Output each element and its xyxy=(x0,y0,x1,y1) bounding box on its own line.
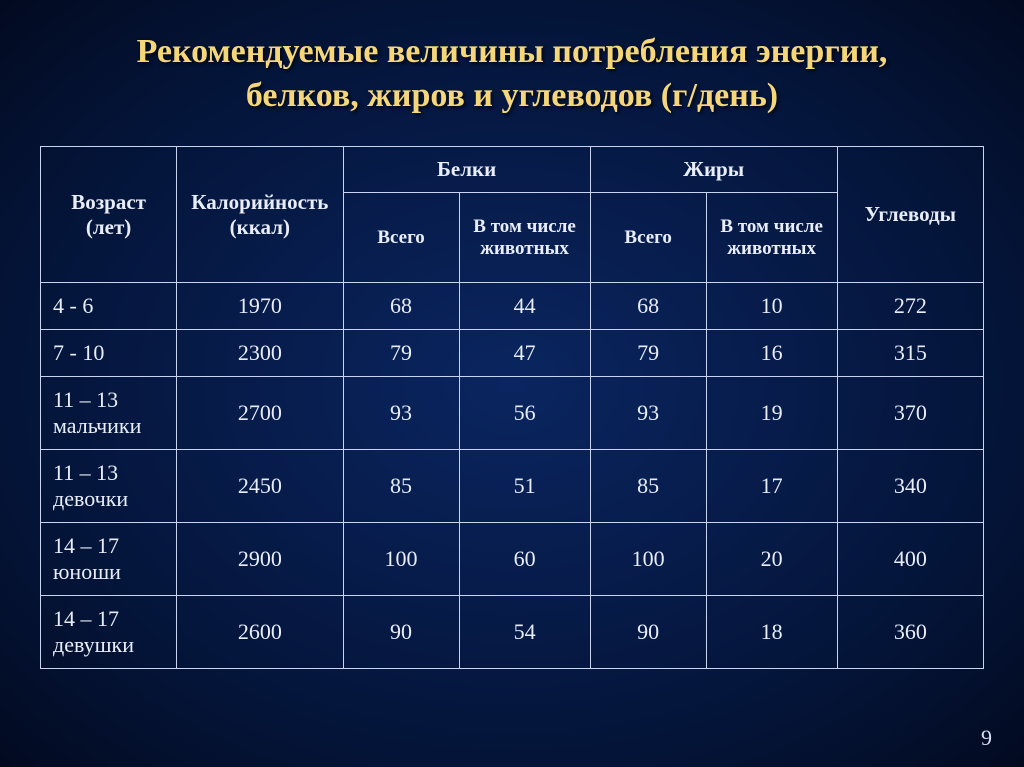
cell-age: 14 – 17 девушки xyxy=(41,596,177,669)
title-line-1: Рекомендуемые величины потребления энерг… xyxy=(137,33,888,70)
header-row-1: Возраст (лет) Калорийность (ккал) Белки … xyxy=(41,147,984,193)
cell-age: 14 – 17 юноши xyxy=(41,523,177,596)
cell-protein-animal: 44 xyxy=(459,283,590,330)
cell-protein-animal: 60 xyxy=(459,523,590,596)
table-row: 11 – 13 девочки245085518517340 xyxy=(41,450,984,523)
cell-carbs: 370 xyxy=(837,377,983,450)
cell-protein-animal: 51 xyxy=(459,450,590,523)
cell-carbs: 272 xyxy=(837,283,983,330)
col-cal: Калорийность (ккал) xyxy=(177,147,343,283)
cell-carbs: 400 xyxy=(837,523,983,596)
table-row: 7 - 10230079477916315 xyxy=(41,330,984,377)
col-fat-animal: В том числе животных xyxy=(706,193,837,283)
cell-age: 11 – 13 девочки xyxy=(41,450,177,523)
cell-fat-animal: 18 xyxy=(706,596,837,669)
cell-carbs: 340 xyxy=(837,450,983,523)
cell-calories: 2700 xyxy=(177,377,343,450)
cell-age: 4 - 6 xyxy=(41,283,177,330)
cell-carbs: 360 xyxy=(837,596,983,669)
col-protein: Белки xyxy=(343,147,590,193)
col-protein-total: Всего xyxy=(343,193,459,283)
cell-protein-total: 85 xyxy=(343,450,459,523)
cell-calories: 2450 xyxy=(177,450,343,523)
cell-fat-animal: 17 xyxy=(706,450,837,523)
cell-protein-animal: 54 xyxy=(459,596,590,669)
cell-fat-animal: 10 xyxy=(706,283,837,330)
cell-fat-total: 93 xyxy=(590,377,706,450)
cell-age: 11 – 13 мальчики xyxy=(41,377,177,450)
col-fat-total: Всего xyxy=(590,193,706,283)
slide-title: Рекомендуемые величины потребления энерг… xyxy=(40,30,984,118)
cell-fat-total: 79 xyxy=(590,330,706,377)
cell-fat-animal: 20 xyxy=(706,523,837,596)
page-number: 9 xyxy=(981,725,992,751)
table-row: 11 – 13 мальчики270093569319370 xyxy=(41,377,984,450)
title-line-2: белков, жиров и углеводов (г/день) xyxy=(246,77,778,114)
cell-calories: 2600 xyxy=(177,596,343,669)
cell-fat-total: 68 xyxy=(590,283,706,330)
table-row: 4 - 6197068446810272 xyxy=(41,283,984,330)
cell-protein-total: 93 xyxy=(343,377,459,450)
cell-age: 7 - 10 xyxy=(41,330,177,377)
col-fat: Жиры xyxy=(590,147,837,193)
cell-calories: 1970 xyxy=(177,283,343,330)
cell-protein-total: 68 xyxy=(343,283,459,330)
cell-calories: 2300 xyxy=(177,330,343,377)
cell-fat-animal: 16 xyxy=(706,330,837,377)
nutrition-table: Возраст (лет) Калорийность (ккал) Белки … xyxy=(40,146,984,669)
slide-container: Рекомендуемые величины потребления энерг… xyxy=(0,0,1024,767)
cell-protein-animal: 56 xyxy=(459,377,590,450)
cell-fat-animal: 19 xyxy=(706,377,837,450)
col-age: Возраст (лет) xyxy=(41,147,177,283)
table-row: 14 – 17 юноши29001006010020400 xyxy=(41,523,984,596)
cell-fat-total: 100 xyxy=(590,523,706,596)
cell-fat-total: 85 xyxy=(590,450,706,523)
cell-fat-total: 90 xyxy=(590,596,706,669)
cell-carbs: 315 xyxy=(837,330,983,377)
cell-protein-total: 100 xyxy=(343,523,459,596)
col-carb: Углеводы xyxy=(837,147,983,283)
cell-calories: 2900 xyxy=(177,523,343,596)
cell-protein-total: 90 xyxy=(343,596,459,669)
col-protein-animal: В том числе животных xyxy=(459,193,590,283)
cell-protein-total: 79 xyxy=(343,330,459,377)
table-row: 14 – 17 девушки260090549018360 xyxy=(41,596,984,669)
cell-protein-animal: 47 xyxy=(459,330,590,377)
table-body: 4 - 61970684468102727 - 1023007947791631… xyxy=(41,283,984,669)
